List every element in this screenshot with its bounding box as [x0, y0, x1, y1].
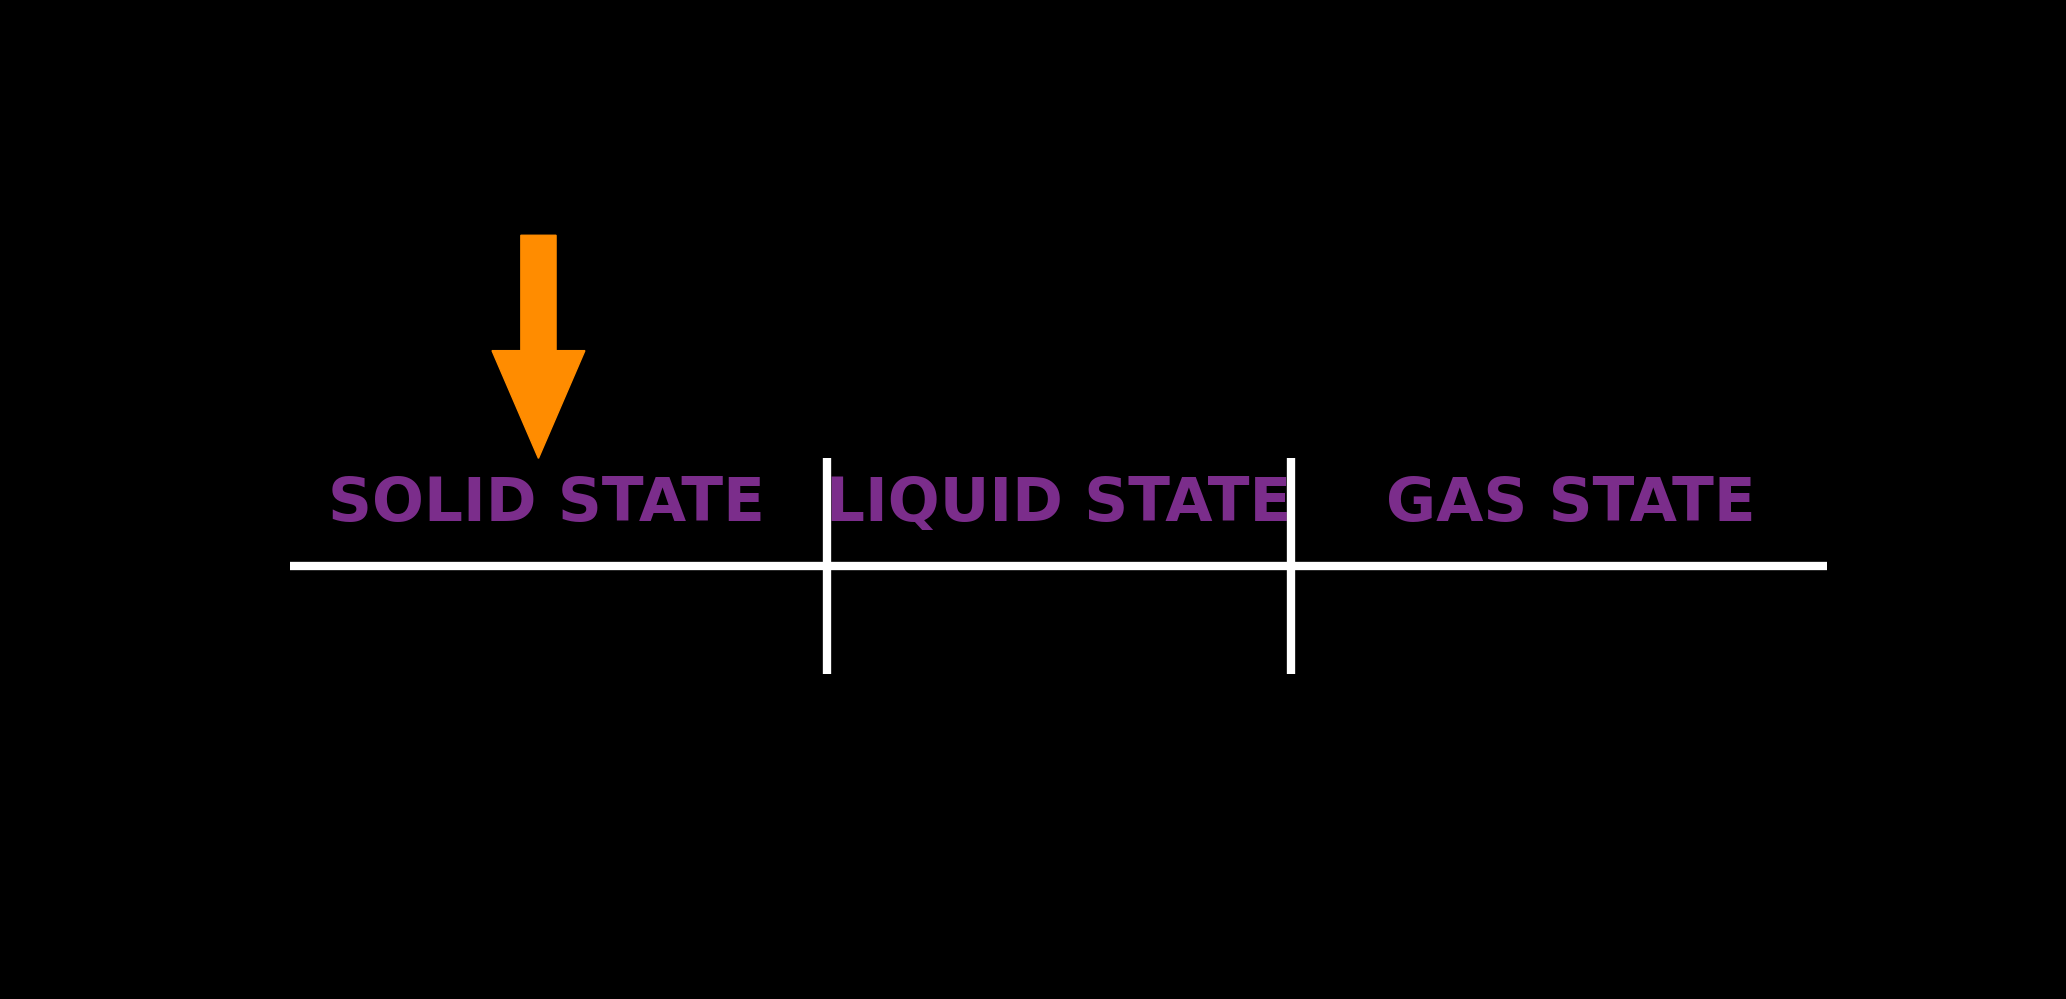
FancyArrow shape	[492, 236, 585, 459]
Text: SOLID STATE: SOLID STATE	[328, 475, 764, 534]
Text: GAS STATE: GAS STATE	[1386, 475, 1756, 534]
Text: LIQUID STATE: LIQUID STATE	[826, 475, 1291, 534]
